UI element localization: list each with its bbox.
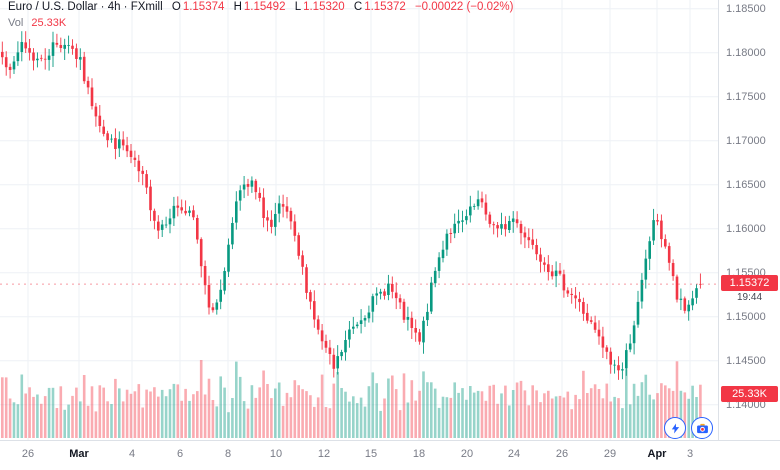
price-tick-label: 1.16000 <box>726 222 766 235</box>
legend-row-main[interactable]: Euro / U.S. Dollar · 4h · FXmill O 1.1537… <box>8 0 513 15</box>
fast-trade-button[interactable] <box>664 417 686 439</box>
low-value: 1.15320 <box>303 1 345 13</box>
symbol-title[interactable]: Euro / U.S. Dollar · 4h · FXmill <box>8 1 163 13</box>
open-value: 1.15374 <box>182 1 225 13</box>
time-tick-label: 26 <box>21 448 35 460</box>
time-tick-label: 6 <box>176 448 184 460</box>
price-tick-label: 1.17000 <box>726 134 766 147</box>
time-tick-label: 15 <box>364 448 378 460</box>
price-tick-label: 1.15000 <box>726 310 766 323</box>
time-tick-label: 4 <box>128 448 136 460</box>
time-tick-label: 20 <box>460 448 474 460</box>
volume-value: 25.33K <box>31 17 67 29</box>
price-tick-label: 1.16500 <box>726 178 766 191</box>
change-value: −0.00022 (−0.02%) <box>414 1 514 13</box>
time-tick-label: 12 <box>317 448 331 460</box>
close-label: C <box>353 1 363 13</box>
candlestick-plot <box>0 0 718 440</box>
legend-row-volume[interactable]: Vol 25.33K <box>8 16 513 31</box>
price-tick-label: 1.14500 <box>726 354 766 367</box>
time-tick-label: 3 <box>686 448 694 460</box>
chart-canvas[interactable]: Euro / U.S. Dollar · 4h · FXmill O 1.1537… <box>0 0 718 440</box>
last-price-badge: 1.15372 <box>721 275 778 292</box>
time-tick-month-label: Mar <box>69 448 89 460</box>
time-tick-label: 26 <box>555 448 569 460</box>
price-tick-label: 1.17500 <box>726 90 766 103</box>
snapshot-button[interactable] <box>691 417 713 439</box>
floating-buttons <box>664 417 713 439</box>
chart-legend: Euro / U.S. Dollar · 4h · FXmill O 1.1537… <box>8 0 513 31</box>
price-tick-label: 1.18000 <box>726 46 766 59</box>
price-axis[interactable]: 1.15372 19:44 25.33K 1.18500 1.18000 1.175… <box>718 0 780 440</box>
price-tick-label: 1.18500 <box>726 2 766 15</box>
camera-icon <box>696 423 708 433</box>
time-tick-label: 8 <box>224 448 232 460</box>
time-tick-label: 29 <box>603 448 617 460</box>
volume-badge: 25.33K <box>721 386 778 402</box>
bar-countdown: 19:44 <box>721 291 778 305</box>
time-tick-label: 10 <box>269 448 283 460</box>
low-label: L <box>294 1 302 13</box>
time-axis[interactable]: 26 Mar 4 6 8 10 12 15 18 20 24 26 29 Apr 3 <box>0 440 780 470</box>
time-tick-label: 24 <box>507 448 521 460</box>
high-label: H <box>233 1 242 13</box>
high-value: 1.15492 <box>243 1 286 13</box>
time-tick-month-label: Apr <box>647 448 667 460</box>
close-value: 1.15372 <box>364 1 406 13</box>
time-tick-label: 18 <box>412 448 426 460</box>
lightning-icon <box>671 422 679 434</box>
volume-label: Vol <box>8 17 24 29</box>
open-label: O <box>171 1 181 13</box>
